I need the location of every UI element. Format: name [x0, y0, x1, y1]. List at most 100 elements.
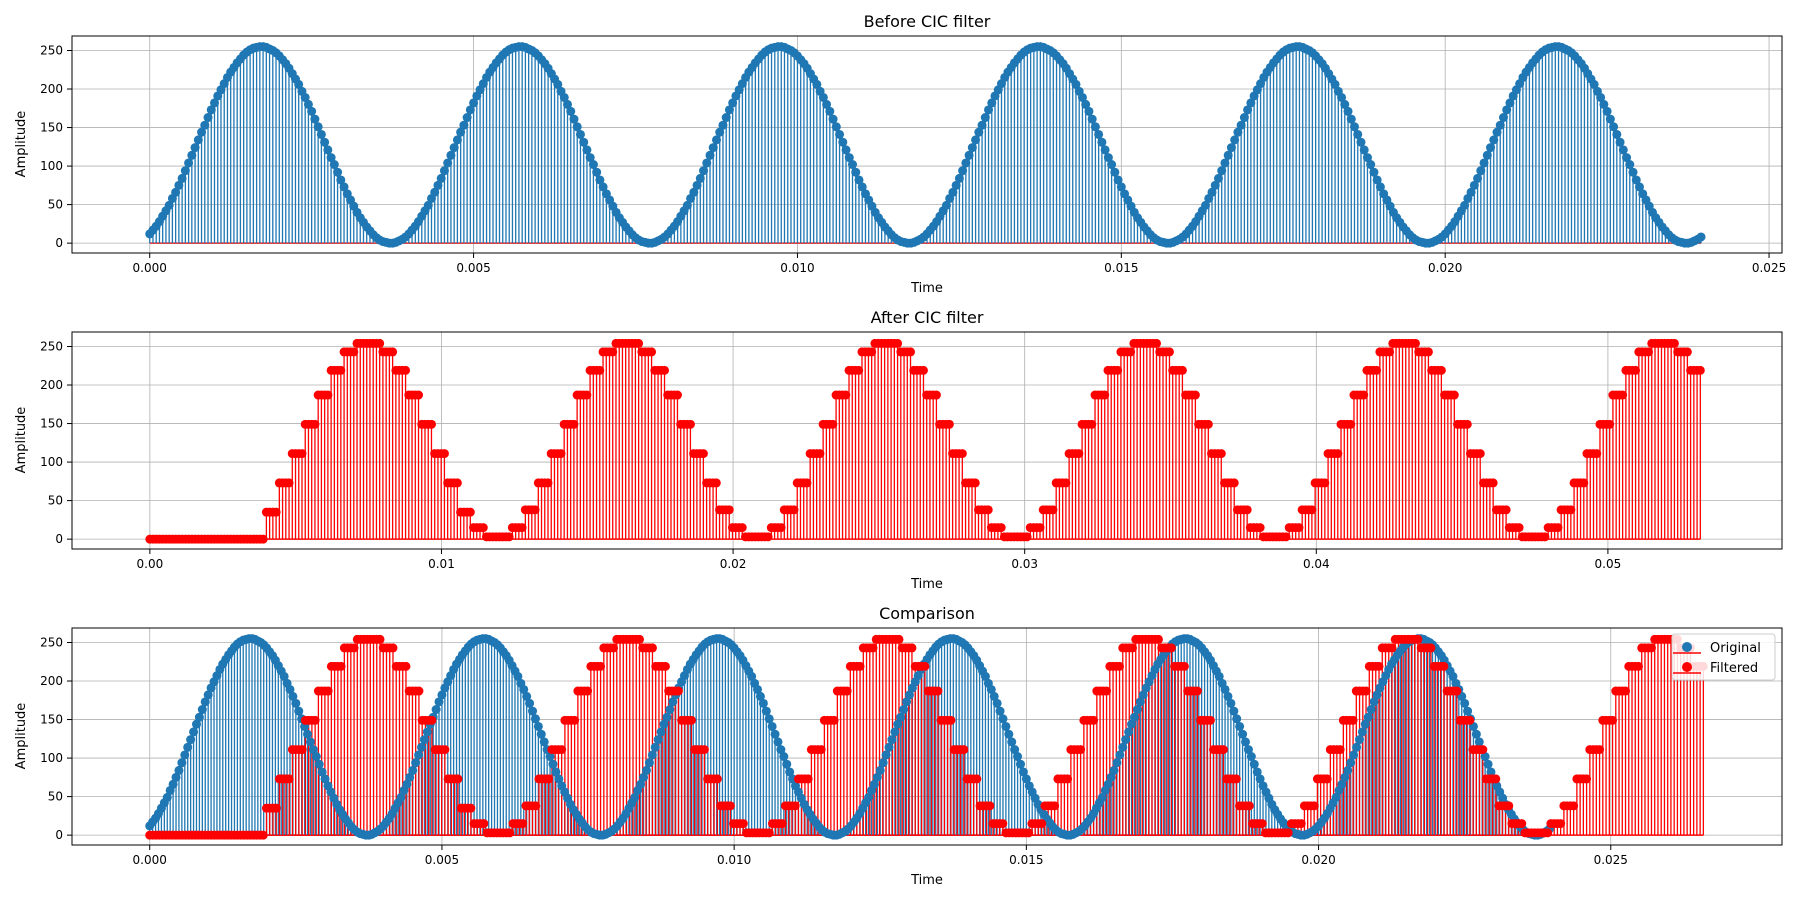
x-axis-label: Time [910, 873, 943, 888]
point-original [902, 697, 912, 707]
y-tick-label: 100 [40, 455, 63, 469]
point-filtered [1439, 661, 1449, 671]
point-original [1004, 729, 1014, 739]
point-filtered [596, 661, 606, 671]
point-filtered [1644, 347, 1654, 357]
point-filtered [1335, 745, 1345, 755]
point-filtered [557, 745, 567, 755]
point-filtered [1231, 774, 1241, 784]
point-filtered [1179, 661, 1189, 671]
point-original [187, 150, 197, 160]
point-filtered [1126, 347, 1136, 357]
point-filtered [712, 774, 722, 784]
point-original [1213, 173, 1223, 183]
point-original [1602, 106, 1612, 116]
point-original [828, 114, 838, 124]
point-original [294, 79, 304, 89]
point-original [437, 690, 447, 700]
point-filtered [647, 643, 657, 653]
point-original [563, 99, 573, 109]
point-original [183, 742, 193, 752]
point-original [854, 175, 864, 185]
point-original [1246, 752, 1256, 762]
x-ticks: 0.00 0.01 0.02 0.03 0.04 0.05 [137, 549, 1621, 571]
point-filtered [1320, 478, 1330, 488]
point-original [974, 127, 984, 137]
point-filtered [297, 745, 307, 755]
point-original [308, 745, 318, 755]
x-tick-label: 0.005 [425, 853, 459, 867]
point-filtered [1087, 419, 1097, 429]
chart-title: After CIC filter [871, 308, 984, 327]
point-filtered [439, 449, 449, 459]
data-markers [145, 42, 1706, 248]
point-original [718, 120, 728, 130]
point-original [1129, 712, 1139, 722]
point-filtered [310, 715, 320, 725]
point-original [162, 792, 172, 802]
point-original [1635, 182, 1644, 192]
y-tick-label: 50 [48, 198, 63, 212]
point-original [662, 712, 672, 722]
point-filtered [685, 419, 695, 429]
point-original [1214, 671, 1224, 681]
point-original [1346, 758, 1356, 768]
point-original [702, 158, 712, 168]
point-filtered [1501, 505, 1511, 515]
point-original [785, 767, 795, 777]
point-original [1343, 106, 1353, 116]
point-original [1241, 737, 1251, 747]
y-tick-label: 150 [40, 713, 63, 727]
point-original [416, 742, 426, 752]
point-filtered [907, 643, 917, 653]
x-tick-label: 0.03 [1011, 557, 1038, 571]
point-filtered [556, 449, 566, 459]
point-filtered [1166, 643, 1176, 653]
point-filtered [349, 643, 359, 653]
legend-original-marker [1682, 642, 1692, 652]
point-original [1372, 175, 1382, 185]
point-filtered [1296, 819, 1306, 829]
point-original [186, 735, 196, 745]
point-original [180, 750, 190, 760]
point-original [779, 752, 789, 762]
point-filtered [738, 819, 748, 829]
point-filtered [1048, 505, 1058, 515]
point-filtered [985, 801, 995, 811]
point-filtered [569, 419, 579, 429]
x-tick-label: 0.010 [717, 853, 751, 867]
point-original [1476, 166, 1486, 176]
point-filtered [946, 715, 956, 725]
point-original [998, 714, 1008, 724]
point-original [598, 182, 608, 192]
x-tick-label: 0.000 [133, 853, 167, 867]
point-filtered [1436, 365, 1446, 375]
point-original [1352, 742, 1362, 752]
point-original [311, 752, 321, 762]
point-original [339, 182, 349, 192]
point-original [1071, 79, 1081, 89]
point-original [411, 758, 421, 768]
x-tick-label: 0.015 [1009, 853, 1043, 867]
point-original [896, 712, 906, 722]
point-original [519, 684, 529, 694]
x-tick-label: 0.005 [456, 261, 490, 275]
point-filtered [868, 643, 878, 653]
point-original [1466, 187, 1476, 197]
point-original [452, 135, 462, 145]
point-filtered [829, 715, 839, 725]
point-filtered [777, 819, 787, 829]
point-original [893, 719, 903, 729]
point-filtered [1024, 828, 1034, 838]
point-filtered [725, 801, 735, 811]
point-original [941, 200, 951, 210]
point-original [995, 706, 1005, 716]
point-filtered [531, 801, 541, 811]
point-original [1369, 697, 1379, 707]
point-filtered [323, 390, 333, 400]
point-original [835, 129, 845, 139]
point-filtered [1229, 478, 1239, 488]
point-original [689, 187, 699, 197]
point-original [465, 105, 475, 115]
